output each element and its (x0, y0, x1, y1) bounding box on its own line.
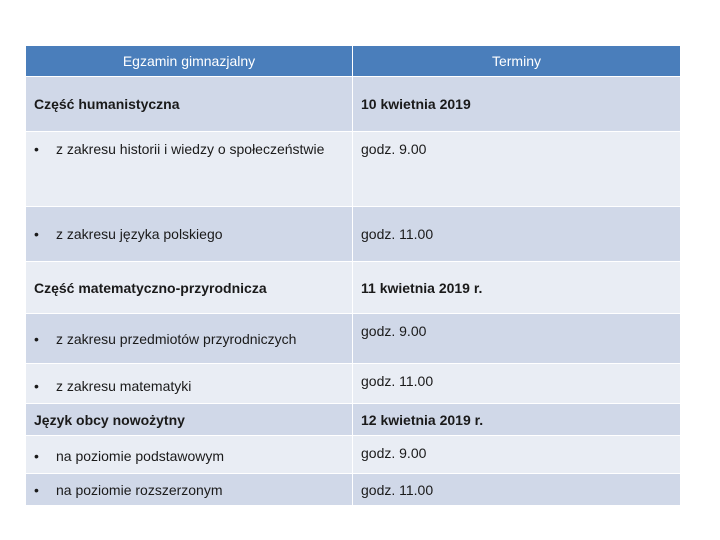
bullet-icon: • (34, 481, 39, 498)
table-row: Część matematyczno-przyrodnicza 11 kwiet… (25, 261, 681, 314)
subject-label: z zakresu historii i wiedzy o społeczeńs… (56, 141, 325, 157)
table-row: • na poziomie podstawowym godz. 9.00 (25, 435, 681, 474)
table-row: • z zakresu matematyki godz. 11.00 (25, 363, 681, 404)
exam-schedule-table: Egzamin gimnazjalny Terminy Część humani… (25, 45, 681, 506)
time-basic-level: godz. 9.00 (352, 435, 681, 474)
date-foreign-language: 12 kwietnia 2019 r. (352, 403, 681, 436)
date-humanities: 10 kwietnia 2019 (352, 76, 681, 132)
subject-label: na poziomie rozszerzonym (56, 481, 223, 498)
bullet-icon: • (34, 448, 39, 464)
time-polish: godz. 11.00 (352, 206, 681, 262)
subject-extended-level: • na poziomie rozszerzonym (25, 473, 353, 506)
subject-basic-level: • na poziomie podstawowym (25, 435, 353, 474)
bullet-icon: • (34, 141, 39, 157)
subject-polish: • z zakresu języka polskiego (25, 206, 353, 262)
section-humanities: Część humanistyczna (25, 76, 353, 132)
table-row: Część humanistyczna 10 kwietnia 2019 (25, 76, 681, 132)
header-dates: Terminy (352, 45, 681, 77)
subject-history: • z zakresu historii i wiedzy o społecze… (25, 131, 353, 207)
subject-label: z zakresu przedmiotów przyrodniczych (56, 330, 297, 347)
subject-science: • z zakresu przedmiotów przyrodniczych (25, 313, 353, 364)
table-row: • z zakresu przedmiotów przyrodniczych g… (25, 313, 681, 364)
table-row: • na poziomie rozszerzonym godz. 11.00 (25, 473, 681, 506)
time-math: godz. 11.00 (352, 363, 681, 404)
time-extended-level: godz. 11.00 (352, 473, 681, 506)
subject-label: z zakresu języka polskiego (56, 226, 223, 242)
subject-math: • z zakresu matematyki (25, 363, 353, 404)
time-history: godz. 9.00 (352, 131, 681, 207)
section-math-science: Część matematyczno-przyrodnicza (25, 261, 353, 314)
table-row: • z zakresu języka polskiego godz. 11.00 (25, 206, 681, 262)
section-foreign-language: Język obcy nowożytny (25, 403, 353, 436)
table-header-row: Egzamin gimnazjalny Terminy (25, 45, 681, 77)
date-math-science: 11 kwietnia 2019 r. (352, 261, 681, 314)
bullet-icon: • (34, 330, 39, 347)
table-row: Język obcy nowożytny 12 kwietnia 2019 r. (25, 403, 681, 436)
bullet-icon: • (34, 226, 39, 242)
bullet-icon: • (34, 378, 39, 394)
header-exam: Egzamin gimnazjalny (25, 45, 353, 77)
subject-label: na poziomie podstawowym (56, 448, 225, 464)
table-row: • z zakresu historii i wiedzy o społecze… (25, 131, 681, 207)
time-science: godz. 9.00 (352, 313, 681, 364)
subject-label: z zakresu matematyki (56, 378, 192, 394)
